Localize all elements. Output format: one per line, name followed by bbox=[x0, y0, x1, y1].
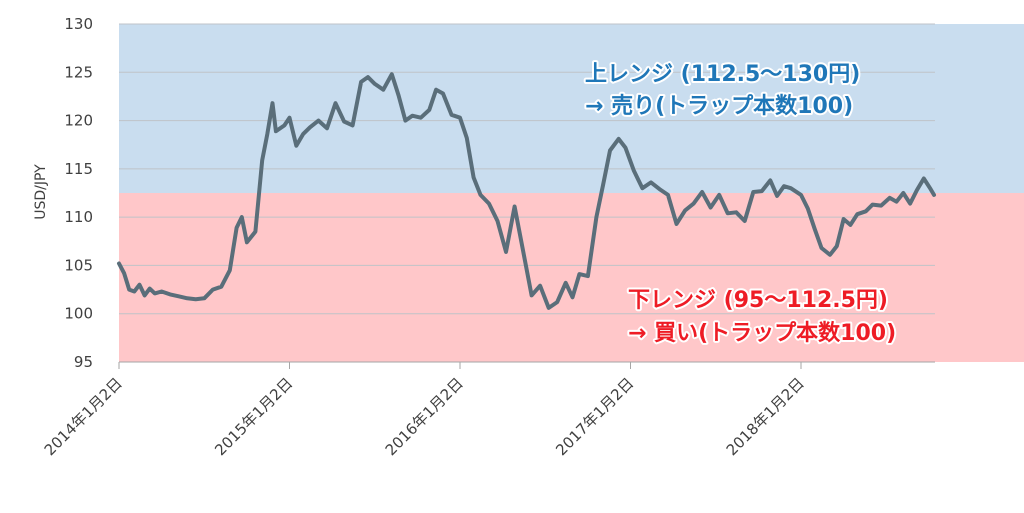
zone-labels: 上レンジ (112.5～130円) → 売り(トラップ本数100) 下レンジ (95… bbox=[583, 60, 898, 348]
y-axis-label: USD/JPY bbox=[33, 164, 49, 220]
lower-zone-label-line: → 買い(トラップ本数100) bbox=[628, 320, 896, 346]
y-tick-label: 115 bbox=[64, 160, 93, 178]
y-tick-label: 110 bbox=[64, 208, 93, 226]
upper-zone-label-line: 上レンジ (112.5～130円) bbox=[585, 62, 860, 87]
x-tick-label: 2014年1月2日 bbox=[41, 374, 126, 459]
lower-range-zone bbox=[119, 193, 1024, 362]
y-axis: 95 100 105 110 115 120 125 130 bbox=[64, 15, 93, 371]
y-tick-label: 120 bbox=[64, 112, 93, 130]
x-tick-label: 2017年1月2日 bbox=[552, 374, 637, 459]
lower-zone-label-line: 下レンジ (95～112.5円) bbox=[628, 288, 888, 313]
y-tick-label: 95 bbox=[74, 353, 93, 371]
upper-range-zone bbox=[119, 24, 1024, 193]
y-tick-label: 100 bbox=[64, 305, 93, 323]
y-tick-label: 105 bbox=[64, 256, 93, 274]
upper-zone-label-line: → 売り(トラップ本数100) bbox=[585, 93, 853, 119]
x-tick-label: 2016年1月2日 bbox=[382, 374, 467, 459]
range-zones bbox=[119, 24, 1024, 362]
series-line bbox=[117, 72, 936, 310]
y-tick-label: 125 bbox=[64, 63, 93, 81]
x-tick-label: 2018年1月2日 bbox=[723, 374, 808, 459]
x-tick-label: 2015年1月2日 bbox=[211, 374, 296, 459]
y-tick-label: 130 bbox=[64, 15, 93, 33]
x-axis: 2014年1月2日 2015年1月2日 2016年1月2日 2017年1月2日 2018… bbox=[41, 361, 935, 459]
price-series bbox=[117, 72, 936, 310]
